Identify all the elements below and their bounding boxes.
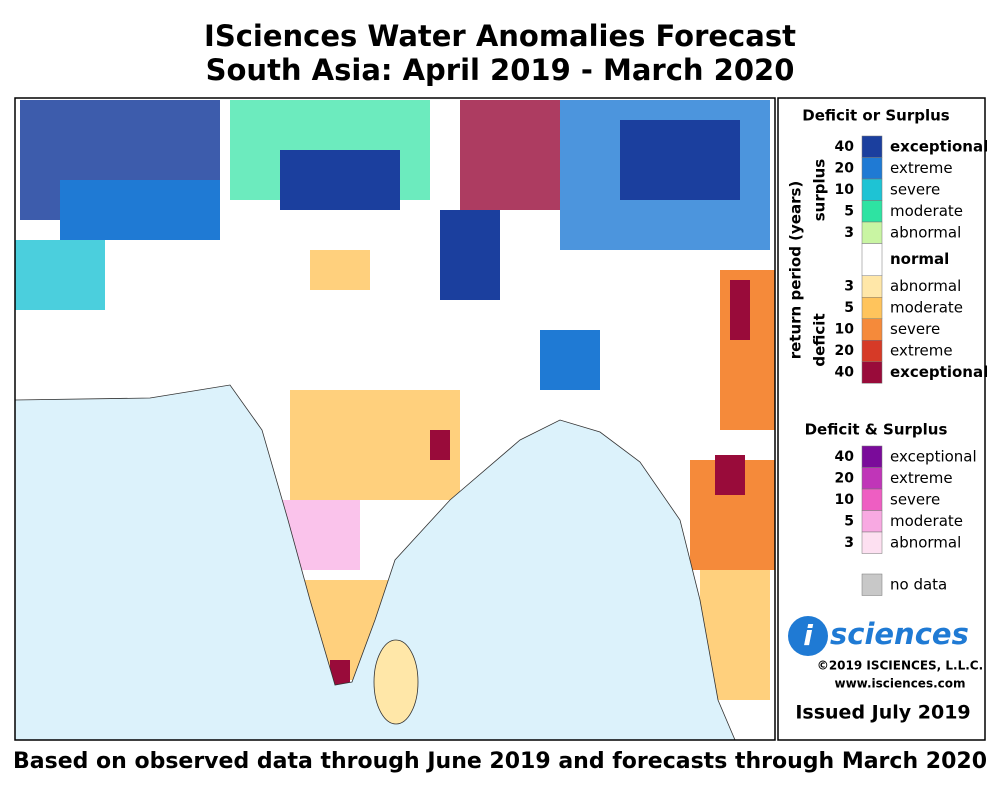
legend-label: extreme: [890, 342, 953, 360]
patch: [430, 430, 450, 460]
subtitle: South Asia: April 2019 - March 2020: [206, 53, 795, 87]
legend-period: 5: [844, 513, 854, 529]
url: www.isciences.com: [834, 677, 965, 691]
legend-period: 20: [835, 160, 855, 176]
legend-period: 10: [835, 182, 855, 198]
logo-letter: i: [803, 619, 813, 652]
legend-period: 40: [835, 139, 855, 155]
legend-label: moderate: [890, 202, 963, 220]
legend-label: no data: [890, 575, 947, 593]
sri-lanka: [373, 639, 419, 725]
legend-label: abnormal: [890, 533, 961, 551]
map-frame: [14, 97, 776, 741]
patch: [730, 280, 750, 340]
legend-title: Deficit or Surplus: [802, 107, 950, 125]
legend-swatch: [861, 275, 883, 298]
legend-swatch: [861, 340, 883, 362]
legend-label: severe: [890, 490, 940, 508]
patch: [330, 660, 350, 685]
legend-swatch: [861, 467, 883, 490]
map: [14, 97, 776, 741]
legend-label: abnormal: [890, 223, 961, 241]
legend-period: 5: [844, 203, 854, 219]
legend-title-2: Deficit & Surplus: [805, 421, 948, 439]
legend-swatch: [861, 178, 883, 201]
legend-label: moderate: [890, 299, 963, 317]
legend-swatch: [861, 445, 883, 468]
legend-swatch: [861, 200, 883, 223]
legend-swatch: [861, 510, 883, 533]
patch: [440, 210, 500, 300]
legend-period: 3: [844, 279, 854, 295]
logo-mark: [788, 616, 828, 656]
legend-period: 20: [835, 343, 855, 359]
patch: [60, 180, 220, 240]
patch: [15, 240, 105, 310]
legend-label: moderate: [890, 512, 963, 530]
logo-text: sciences: [830, 617, 969, 651]
legend-period: 5: [844, 300, 854, 316]
legend-swatch: [861, 221, 883, 244]
legend-label: exceptional: [890, 363, 988, 381]
legend-label: extreme: [890, 469, 953, 487]
legend-label: severe: [890, 180, 940, 198]
patch: [715, 455, 745, 495]
anomaly-patches: [15, 100, 775, 700]
legend-swatch: [861, 135, 883, 158]
patch: [460, 100, 560, 210]
patch: [280, 150, 400, 210]
legend-label: severe: [890, 320, 940, 338]
footer: Based on observed data through June 2019…: [13, 749, 987, 774]
deficit-label: deficit: [811, 313, 829, 366]
copyright: ©2019 ISCIENCES, L.L.C.: [817, 659, 983, 673]
patch: [540, 330, 600, 390]
legend-period: 3: [844, 225, 854, 241]
legend-period: 10: [835, 492, 855, 508]
legend-swatch: [861, 297, 883, 319]
legend-swatch: [861, 361, 883, 384]
surplus-label: surplus: [811, 159, 829, 222]
legend-period: 20: [835, 470, 855, 486]
legend-label: abnormal: [890, 277, 961, 295]
title: ISciences Water Anomalies Forecast: [204, 19, 796, 53]
legend-swatch: [861, 318, 883, 341]
issued: Issued July 2019: [795, 702, 970, 724]
legend-swatch: [861, 573, 883, 596]
legend-swatch: [861, 243, 883, 276]
legend-period: 3: [844, 535, 854, 551]
legend-label: exceptional: [890, 447, 977, 465]
patch: [310, 250, 370, 290]
axis-label: return period (years): [787, 181, 805, 360]
legend-period: 40: [835, 365, 855, 381]
legend-swatch: [861, 157, 883, 180]
legend-period: 40: [835, 449, 855, 465]
legend-swatch: [861, 488, 883, 511]
legend-label: normal: [890, 250, 949, 268]
ocean: [14, 384, 736, 741]
legend-swatch: [861, 531, 883, 554]
legend-label: exceptional: [890, 137, 988, 155]
legend-label: extreme: [890, 159, 953, 177]
patch: [620, 120, 740, 200]
legend-period: 10: [835, 322, 855, 338]
